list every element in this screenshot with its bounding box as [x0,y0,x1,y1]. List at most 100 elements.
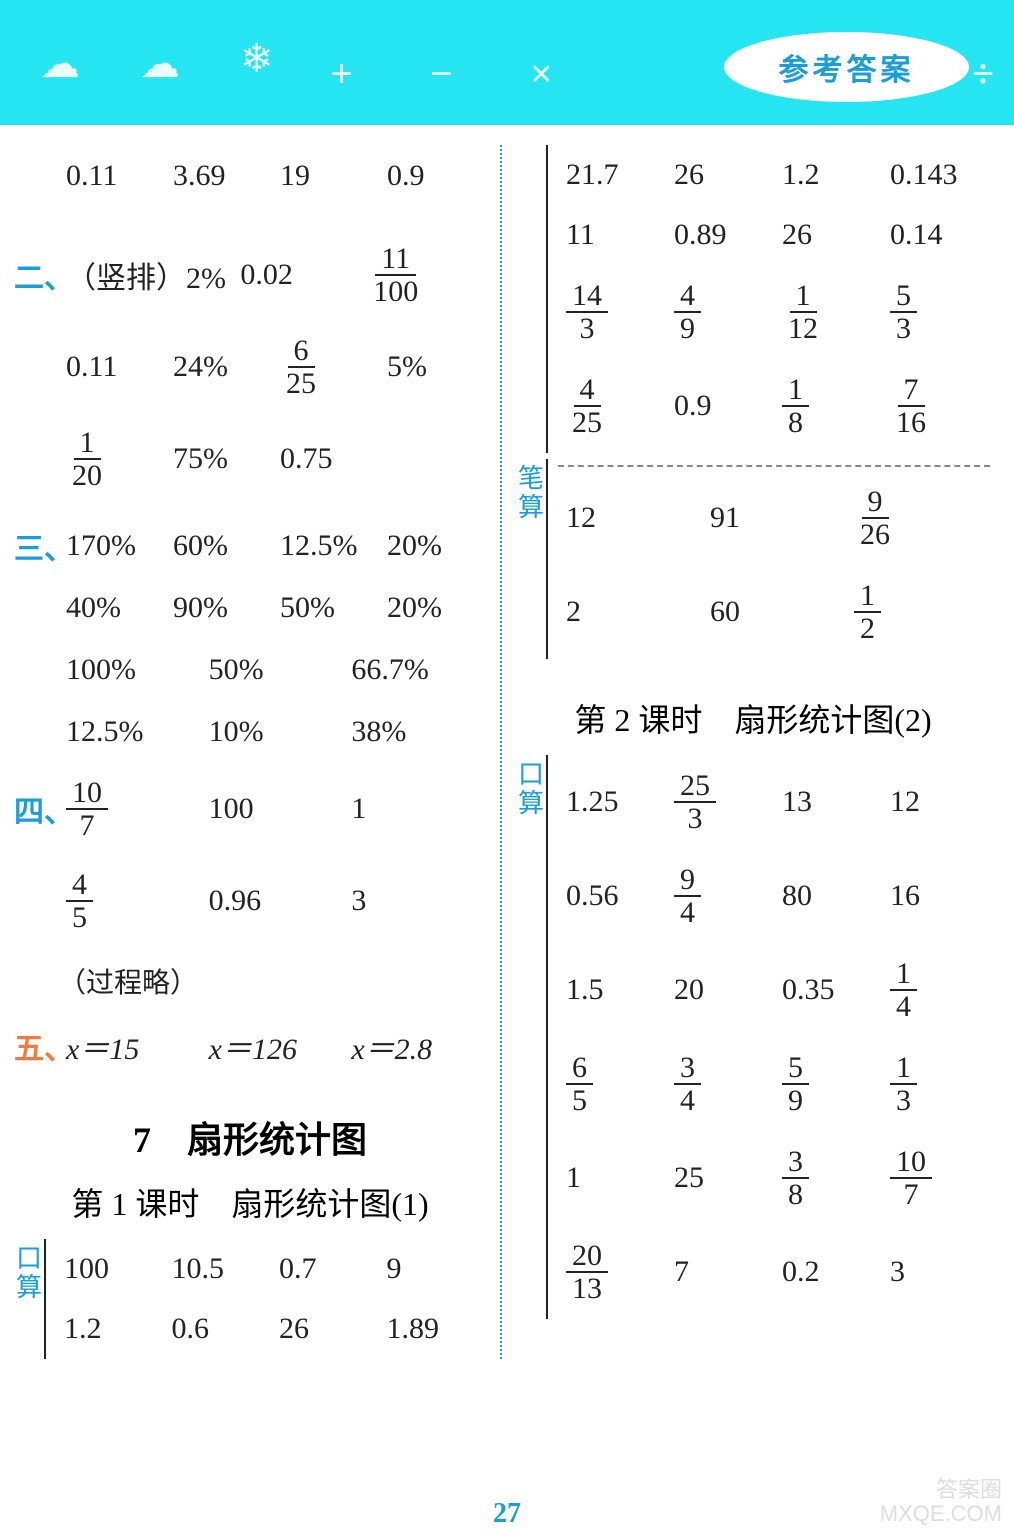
mental-calc-label: 口算 [14,1239,44,1359]
val: 3.69 [165,159,272,193]
val: 11100 [359,243,486,308]
row: 100% 50% 66.7% [14,639,486,701]
calc-continuation: 口算 21.7 26 1.2 0.143 11 0.89 26 0.14 143… [516,145,990,453]
fraction: 53 [890,280,917,345]
val: 14 [882,958,990,1023]
answer-badge: 参考答案 [724,32,969,102]
watermark-l1: 答案圈 [880,1478,1002,1502]
val: 12 [558,501,702,535]
val: 1.89 [379,1312,487,1346]
row: 45 0.96 3 [14,855,486,947]
cloud-icon: ☁ [40,40,80,87]
denom: 100 [367,276,424,308]
numer: 3 [782,1146,809,1180]
val: 25 [666,1161,774,1195]
numer: 20 [566,1240,608,1274]
denom: 26 [854,519,896,551]
val: x＝15 [58,1024,201,1068]
mental-calc-block: 口算 100 10.5 0.7 9 1.2 0.6 26 1.89 [14,1239,486,1359]
val: 26 [271,1312,379,1346]
row: 0.11 3.69 19 0.9 [14,145,486,207]
prefix: （竖排）2% [58,253,232,297]
numer: 6 [566,1052,593,1086]
chapter-title: 7 扇形统计图 [14,1111,486,1163]
fraction: 94 [674,864,701,929]
fraction: 143 [566,280,608,345]
process-note: （过程略） [14,961,486,1001]
val: 0.89 [666,218,774,252]
fraction: 13 [890,1052,917,1117]
val: 170% [58,529,165,563]
val: 50% [201,653,344,687]
fraction: 625 [280,335,322,400]
denom: 2 [854,613,881,645]
denom: 8 [782,407,809,439]
denom: 5 [566,1085,593,1117]
numer: 5 [890,280,917,314]
written-calc-label: 笔算 [516,459,546,659]
val: 50% [272,591,379,625]
val: 0.11 [58,159,165,193]
page-number: 27 [493,1498,521,1530]
val: 45 [58,869,201,934]
fraction: 11100 [367,243,424,308]
fraction: 18 [782,374,809,439]
val: 91 [702,501,846,535]
val: 7 [666,1255,774,1289]
val: 26 [666,158,774,192]
fraction: 253 [674,770,716,835]
val: 34 [666,1052,774,1117]
val: 0.11 [58,350,165,384]
val: 2% [186,262,226,295]
section-label: 三、 [14,524,58,568]
minus-icon: − [430,50,453,97]
numer: 4 [674,280,701,314]
val: 60% [165,529,272,563]
val: 3 [882,1255,990,1289]
val: 75% [165,442,272,476]
val: 13 [774,785,882,819]
val: 107 [58,777,201,842]
val: 926 [846,486,990,551]
fraction: 45 [66,869,93,934]
fraction: 59 [782,1052,809,1117]
val: 18 [774,374,882,439]
row: 0.11 24% 625 5% [14,321,486,413]
val: 12 [846,580,990,645]
denom: 9 [782,1085,809,1117]
val: 625 [272,335,379,400]
val: 0.96 [201,884,344,918]
row: 1 25 38 107 [558,1131,990,1225]
row: 1.2 0.6 26 1.89 [56,1299,486,1359]
val: 94 [666,864,774,929]
fraction: 38 [782,1146,809,1211]
val: 12.5% [272,529,379,563]
numer: 7 [898,374,925,408]
numer: 1 [890,958,917,992]
val: 0.14 [882,218,990,252]
row: 二、 （竖排）2% 0.02 11100 [14,229,486,321]
denom: 25 [566,407,608,439]
fraction: 107 [890,1146,932,1211]
val: 1.5 [558,973,666,1007]
denom: 3 [890,1085,917,1117]
denom: 3 [682,803,709,835]
val: 13 [882,1052,990,1117]
val: 3 [343,884,486,918]
val: 38 [774,1146,882,1211]
val: 38% [343,715,486,749]
fraction: 107 [66,777,108,842]
val: 49 [666,280,774,345]
denom: 7 [74,810,101,842]
right-column: 口算 21.7 26 1.2 0.143 11 0.89 26 0.14 143… [502,145,1004,1359]
val: 143 [558,280,666,345]
val: 1.2 [56,1312,164,1346]
val: 1 [343,792,486,826]
val: 19 [272,159,379,193]
val: 100 [201,792,344,826]
row: 四、 107 100 1 [14,763,486,855]
val: 0.9 [666,389,774,423]
denom: 4 [890,991,917,1023]
plus-icon: + [330,50,353,97]
watermark: 答案圈 MXQE.COM [880,1478,1002,1526]
